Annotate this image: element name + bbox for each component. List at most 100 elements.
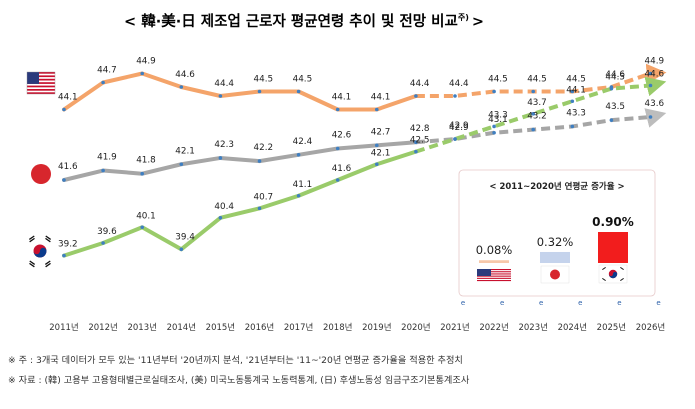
inset-title: < 2011~2020년 연평균 증가율 > xyxy=(489,181,624,192)
usa-point xyxy=(140,71,144,76)
korea-data-label: 39.2 xyxy=(58,240,78,250)
x-tick-label: 2025년 xyxy=(597,322,626,333)
korea-data-label: 40.4 xyxy=(214,202,234,212)
japan-series-line xyxy=(62,140,418,182)
japan-data-label: 42.2 xyxy=(254,143,274,153)
korea-data-label: 44.6 xyxy=(645,70,665,80)
x-tick-label: 2021년 xyxy=(440,322,469,333)
usa-inset-value: 0.08% xyxy=(476,243,513,257)
x-tick-label: 2019년 xyxy=(362,322,391,333)
usa-data-label: 44.4 xyxy=(214,79,234,89)
korea-data-label: 42.9 xyxy=(449,123,469,133)
japan-point xyxy=(218,156,223,160)
japan-data-label: 42.3 xyxy=(214,140,234,150)
japan-inset-bar xyxy=(540,251,570,263)
usa-series-line xyxy=(62,71,418,112)
usa-data-label: 44.6 xyxy=(175,70,195,80)
usa-point xyxy=(570,89,575,94)
inset-korea-flag-icon xyxy=(598,264,628,284)
japan-data-label: 41.8 xyxy=(136,156,156,166)
inset-usa-flag-icon xyxy=(477,269,511,282)
usa-point xyxy=(375,107,379,112)
korea-data-label: 39.6 xyxy=(97,227,117,237)
korea-point xyxy=(609,86,614,91)
x-tick-label: 2023년 xyxy=(518,322,547,333)
korea-data-label: 44.5 xyxy=(605,73,625,83)
chart-title-end: > xyxy=(472,14,484,30)
korea-point xyxy=(531,112,535,116)
japan-point xyxy=(375,143,379,148)
usa-projection-line xyxy=(415,63,667,98)
usa-point xyxy=(218,94,223,98)
japan-point xyxy=(414,140,418,144)
usa-data-label: 44.4 xyxy=(449,79,469,89)
usa-data-label: 44.5 xyxy=(254,75,274,85)
x-tick-label: 2014년 xyxy=(167,322,196,333)
usa-data-label: 44.4 xyxy=(410,79,430,89)
japan-data-label: 43.2 xyxy=(527,112,547,122)
usa-data-label: 44.9 xyxy=(645,57,665,67)
inset-japan-flag-icon xyxy=(540,265,570,284)
x-tick-label: 2024년 xyxy=(558,322,587,333)
korea-data-label: 43.7 xyxy=(527,98,547,108)
usa-point xyxy=(62,107,66,112)
usa-inset-bar xyxy=(479,260,509,263)
x-tick-label: 2015년 xyxy=(206,322,235,333)
korea-series-line xyxy=(62,149,418,258)
usa-data-label: 44.1 xyxy=(332,93,352,103)
japan-data-label: 42.8 xyxy=(410,124,430,134)
data-labels: 44.144.744.944.644.4 44.5 44.544.1 44.144.4… xyxy=(58,57,664,250)
japan-data-label: 41.6 xyxy=(58,162,78,172)
usa-point xyxy=(453,94,457,98)
japan-inset-value: 0.32% xyxy=(537,235,574,249)
korea-data-label: 43.3 xyxy=(488,110,508,120)
estimate-mark: e xyxy=(500,299,504,307)
usa-data-label: 44.5 xyxy=(293,75,313,85)
korea-point xyxy=(570,99,575,104)
estimate-mark: e xyxy=(656,299,660,307)
japan-point xyxy=(609,118,614,122)
korea-point xyxy=(62,253,66,258)
japan-point xyxy=(296,153,301,157)
estimate-mark: e xyxy=(578,299,582,307)
japan-data-label: 43.5 xyxy=(605,102,625,112)
korea-inset-value: 0.90% xyxy=(592,215,634,229)
japan-data-label: 43.3 xyxy=(566,108,586,118)
x-axis-ticks: 2011년 2012년 2013년 2014년 2015년 2016년 2017년 2018년… xyxy=(49,322,665,333)
x-tick-label: 2013년 xyxy=(127,322,156,333)
korea-data-label: 40.1 xyxy=(136,211,156,221)
chart-title-main: < 韓·美·日 제조업 근로자 평균연령 추이 및 전망 비교 xyxy=(124,12,458,30)
japan-flag-icon xyxy=(27,155,55,193)
korea-data-label: 44.1 xyxy=(566,85,586,95)
footnote-2: ※ 자료 : (韓) 고용부 고용형태별근로실태조사, (美) 미국노동통계국 … xyxy=(8,375,470,386)
korea-data-label: 39.4 xyxy=(175,232,195,242)
korea-data-label: 42.5 xyxy=(410,136,430,146)
x-tick-label: 2012년 xyxy=(88,322,117,333)
usa-point xyxy=(531,89,535,94)
series-lines xyxy=(62,63,667,258)
usa-point xyxy=(414,94,418,98)
usa-data-label: 44.1 xyxy=(58,93,78,103)
korea-point xyxy=(648,83,653,88)
korea-point xyxy=(140,225,144,230)
usa-point xyxy=(648,71,653,76)
usa-point xyxy=(179,85,184,89)
korea-point xyxy=(492,124,496,129)
usa-flag-icon xyxy=(26,71,56,95)
korea-inset-bar xyxy=(598,232,628,263)
japan-point xyxy=(62,178,66,182)
japan-data-label: 43.1 xyxy=(488,115,508,125)
korea-point xyxy=(414,149,418,154)
korea-point xyxy=(257,206,262,211)
japan-point xyxy=(570,124,575,129)
korea-data-label: 41.1 xyxy=(293,180,313,190)
japan-data-label: 42.1 xyxy=(175,146,195,156)
japan-data-label: 42.6 xyxy=(332,131,352,141)
korea-data-label: 40.7 xyxy=(254,192,274,202)
inset-panel: < 2011~2020년 연평균 증가율 > 0.08% 0.32% 0.90% xyxy=(458,169,656,297)
japan-point xyxy=(648,115,653,119)
korea-flag-icon xyxy=(27,232,53,270)
estimate-mark: e xyxy=(461,299,465,307)
korea-projection-line xyxy=(415,76,667,154)
